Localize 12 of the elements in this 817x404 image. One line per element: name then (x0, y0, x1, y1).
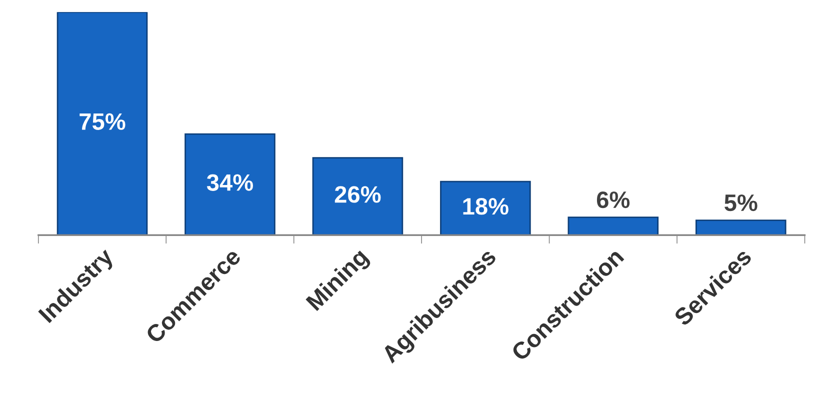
bar (695, 220, 786, 236)
bar (56, 12, 148, 236)
bar (184, 133, 276, 236)
bar (440, 180, 531, 236)
data-label: 34% (206, 174, 253, 191)
data-label: 75% (80, 113, 126, 130)
data-label: 5% (724, 194, 758, 212)
data-label: 26% (334, 186, 381, 203)
bar (312, 157, 404, 236)
data-label: 18% (463, 198, 508, 215)
bar (568, 216, 659, 236)
data-label: 6% (596, 191, 630, 208)
